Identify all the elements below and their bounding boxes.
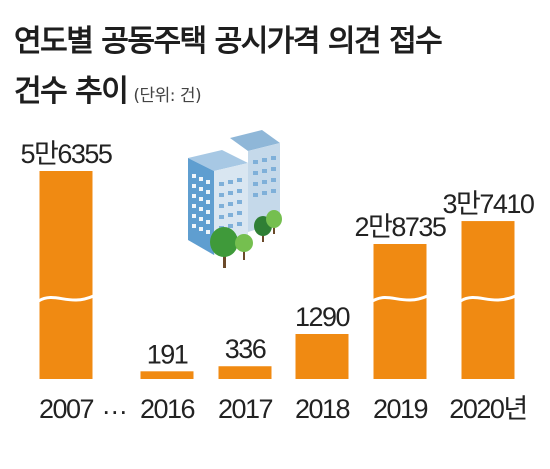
bar-2007 — [39, 171, 93, 379]
bar-2018 — [295, 334, 349, 379]
unit-label: (단위: 건) — [133, 86, 202, 106]
data-label: 336 — [225, 334, 266, 364]
data-label: 3만7410 — [443, 189, 534, 219]
x-tick-label: 2017 — [218, 394, 273, 424]
x-tick-label: 2019 — [373, 394, 428, 424]
bar-2016 — [140, 371, 194, 379]
data-label: 191 — [147, 339, 188, 369]
x-tick-label: 2018 — [295, 394, 350, 424]
x-tick-label: 2020년 — [449, 394, 526, 424]
data-label: 1290 — [295, 302, 350, 332]
gap-marker: … — [101, 390, 127, 420]
axis-break-mark — [371, 294, 429, 303]
apartment-building-with-trees-icon — [188, 130, 282, 268]
chart-title-line2: 건수 추이 (단위: 건) — [14, 66, 202, 110]
plot-area: 5만6355 2007 191 2016 336 2017 1290 2018 2만8735 20… — [21, 139, 536, 424]
axis-break-mark — [459, 294, 517, 303]
axis-break-mark — [37, 294, 95, 303]
bar-2019 — [373, 244, 427, 379]
data-label: 2만8735 — [355, 212, 446, 242]
x-tick-label: 2016 — [140, 394, 195, 424]
bar-2017 — [218, 366, 272, 379]
x-tick-label: 2007 — [39, 394, 94, 424]
data-label: 5만6355 — [21, 139, 112, 169]
chart-title: 연도별 공동주택 공시가격 의견 접수 — [14, 24, 443, 59]
chart-title-continued: 건수 추이 — [14, 74, 129, 109]
